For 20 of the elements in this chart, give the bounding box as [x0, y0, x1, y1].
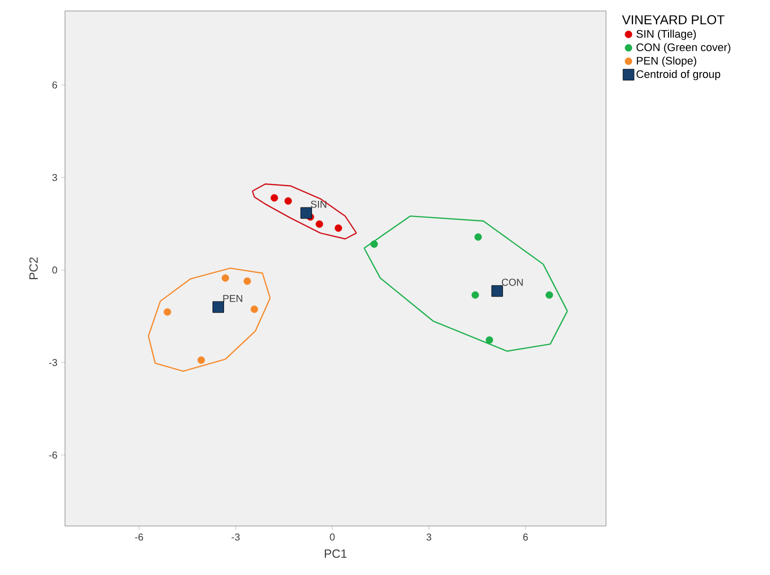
legend-label: PEN (Slope) — [636, 56, 696, 67]
x-tick-label: 3 — [426, 534, 432, 541]
y-tick-label: 3 — [52, 174, 58, 182]
legend-label: SIN (Tillage) — [636, 30, 696, 40]
legend-title: VINEYARD PLOT — [622, 15, 724, 24]
y-axis-title: PC2 — [29, 257, 38, 280]
x-tick-label: -6 — [135, 534, 144, 541]
annotation: CON — [502, 278, 523, 286]
y-tick-label: 0 — [52, 266, 58, 274]
annotation: PEN — [223, 294, 242, 302]
x-axis-title: PC1 — [324, 549, 347, 558]
x-tick-label: 6 — [523, 534, 528, 541]
legend-label: Centroid of group — [636, 70, 720, 80]
legend-label: CON (Green cover) — [636, 43, 730, 54]
y-tick-label: -6 — [49, 452, 58, 459]
y-tick-label: 6 — [52, 81, 58, 89]
y-tick-label: -3 — [49, 359, 58, 366]
annotation: SIN — [310, 200, 326, 208]
x-tick-label: -3 — [232, 534, 240, 541]
x-tick-label: 0 — [330, 534, 335, 541]
